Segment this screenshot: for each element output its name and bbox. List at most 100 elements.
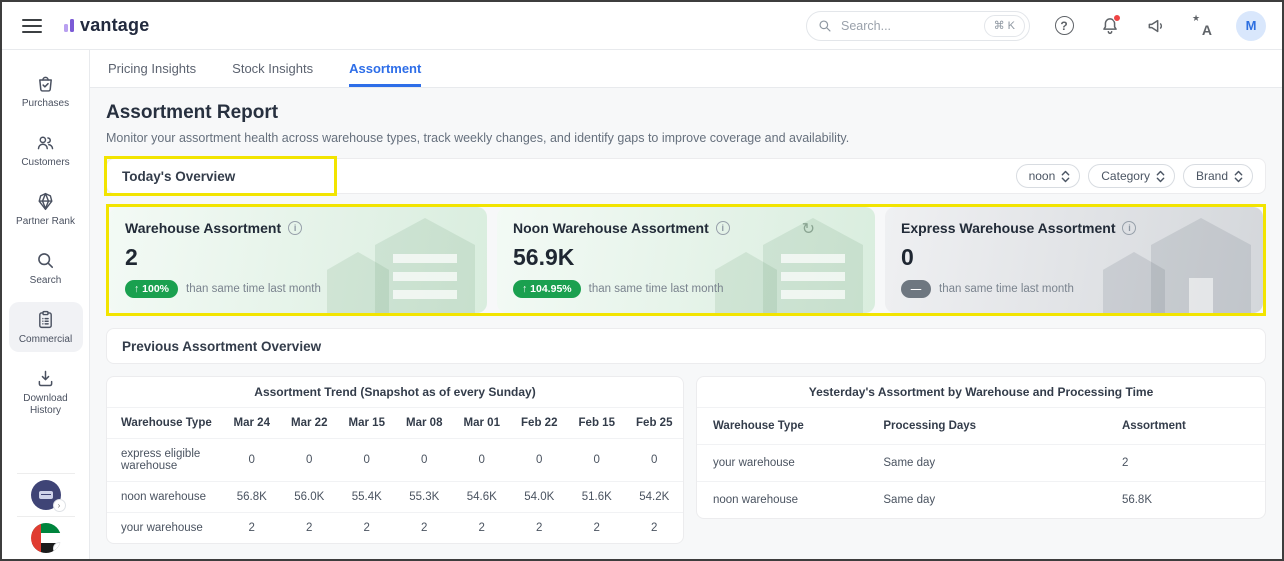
change-badge: ↑ 104.95% [513, 280, 581, 298]
table-header-cell: Assortment [1106, 408, 1265, 445]
table-row: your warehouse Same day 2 [697, 445, 1265, 482]
table-cell: 54.0K [511, 482, 569, 513]
annotation-box-overview-cards: Warehouse Assortment i 2 ↑ 100% than sam… [106, 204, 1266, 316]
previous-overview-bar: Previous Assortment Overview [106, 328, 1266, 364]
table-cell: 56.8K [1106, 482, 1265, 519]
table-cell: 0 [223, 439, 281, 482]
compare-text: than same time last month [186, 283, 321, 295]
user-avatar[interactable]: M [1236, 11, 1266, 41]
info-icon[interactable]: i [1122, 221, 1136, 235]
table-cell: 0 [626, 439, 684, 482]
customers-people-icon [35, 132, 56, 153]
filter-noon-select[interactable]: noon [1016, 164, 1081, 188]
table-header-cell: Mar 08 [396, 408, 454, 439]
table-cell: 54.2K [626, 482, 684, 513]
table-cell: 2 [223, 513, 281, 544]
overview-filters: noon Category Brand [1016, 164, 1253, 188]
sidebar-item-label: Search [30, 275, 62, 287]
search-nav-icon [35, 250, 56, 271]
table-cell: 2 [453, 513, 511, 544]
page-description: Monitor your assortment health across wa… [106, 131, 1266, 145]
sidebar-item-label: Partner Rank [16, 216, 75, 228]
keyboard-shortcut-badge: ⌘ K [984, 15, 1025, 37]
table-header-row: Warehouse Type Mar 24 Mar 22 Mar 15 Mar … [107, 408, 683, 439]
search-icon [818, 19, 832, 33]
sidebar-item-partner-rank[interactable]: Partner Rank [9, 184, 83, 234]
megaphone-icon [1146, 16, 1166, 36]
kpi-card-express-warehouse-assortment: Express Warehouse Assortment i 0 — than … [885, 207, 1263, 313]
table-header-cell: Feb 15 [568, 408, 626, 439]
tab-stock-insights[interactable]: Stock Insights [232, 50, 313, 87]
sidebar-item-purchases[interactable]: Purchases [9, 66, 83, 116]
download-icon [35, 368, 56, 389]
commercial-clipboard-icon [35, 309, 56, 330]
sidebar-item-commercial[interactable]: Commercial [9, 302, 83, 352]
main-area: Pricing Insights Stock Insights Assortme… [90, 50, 1282, 559]
uae-flag-red-band [31, 523, 41, 553]
table-row: express eligible warehouse 0 0 0 0 0 0 0… [107, 439, 683, 482]
table-cell: 54.6K [453, 482, 511, 513]
table-cell: noon warehouse [107, 482, 223, 513]
top-bar: vantage ⌘ K ? ★A M [2, 2, 1282, 50]
tab-pricing-insights[interactable]: Pricing Insights [108, 50, 196, 87]
sidebar-item-download-history[interactable]: Download History [9, 361, 83, 423]
page-title: Assortment Report [106, 102, 1266, 124]
notifications-button[interactable] [1098, 14, 1122, 38]
app-switcher-button[interactable]: › [31, 480, 61, 510]
chevron-right-icon: › [53, 499, 66, 512]
help-button[interactable]: ? [1052, 14, 1076, 38]
partner-rank-gem-icon [35, 191, 56, 212]
assortment-trend-table: Warehouse Type Mar 24 Mar 22 Mar 15 Mar … [107, 408, 683, 543]
todays-overview-title: Today's Overview [119, 169, 235, 184]
table-cell: 2 [568, 513, 626, 544]
table-header-cell: Feb 22 [511, 408, 569, 439]
announcements-button[interactable] [1144, 14, 1168, 38]
sidebar-item-label: Purchases [22, 98, 69, 110]
kpi-card-title: Express Warehouse Assortment [901, 220, 1115, 236]
topbar-actions: ⌘ K ? ★A M [806, 11, 1266, 41]
chevron-up-down-icon [1234, 170, 1243, 183]
filter-label: Brand [1196, 169, 1228, 183]
vantage-logo[interactable]: vantage [64, 15, 149, 36]
country-selector-button[interactable]: › [31, 523, 61, 553]
hamburger-menu-icon[interactable] [22, 19, 42, 33]
table-cell: 51.6K [568, 482, 626, 513]
table-cell: 2 [511, 513, 569, 544]
kpi-card-noon-warehouse-assortment: Noon Warehouse Assortment i 56.9K ↑ 104.… [497, 207, 875, 313]
filter-category-select[interactable]: Category [1088, 164, 1175, 188]
filter-brand-select[interactable]: Brand [1183, 164, 1253, 188]
logo-text: vantage [80, 15, 149, 36]
tab-assortment[interactable]: Assortment [349, 50, 421, 87]
info-icon[interactable]: i [288, 221, 302, 235]
previous-overview-title: Previous Assortment Overview [119, 339, 321, 354]
chevron-right-icon: › [53, 542, 61, 553]
kpi-value: 0 [901, 244, 1247, 271]
yesterday-assortment-table: Warehouse Type Processing Days Assortmen… [697, 408, 1265, 518]
purchases-bag-icon [35, 73, 56, 94]
search-input[interactable] [839, 18, 977, 34]
table-cell: 56.0K [281, 482, 339, 513]
sidebar-item-label: Download History [11, 393, 81, 417]
tabs-bar: Pricing Insights Stock Insights Assortme… [90, 50, 1282, 88]
notification-dot [1113, 14, 1121, 22]
table-cell: express eligible warehouse [107, 439, 223, 482]
trend-table-title: Assortment Trend (Snapshot as of every S… [107, 377, 683, 408]
chevron-up-down-icon [1061, 170, 1070, 183]
table-cell: noon warehouse [697, 482, 867, 519]
table-header-cell: Processing Days [867, 408, 1106, 445]
table-cell: 56.8K [223, 482, 281, 513]
global-search[interactable]: ⌘ K [806, 11, 1030, 41]
table-header-cell: Feb 25 [626, 408, 684, 439]
sidebar-item-customers[interactable]: Customers [9, 125, 83, 175]
change-badge: ↑ 100% [125, 280, 178, 298]
chevron-up-down-icon [1156, 170, 1165, 183]
table-cell: 0 [396, 439, 454, 482]
info-icon[interactable]: i [716, 221, 730, 235]
language-button[interactable]: ★A [1190, 14, 1214, 38]
change-badge: — [901, 280, 931, 298]
table-cell: 2 [338, 513, 396, 544]
translate-icon: ★A [1192, 16, 1212, 36]
table-cell: 0 [511, 439, 569, 482]
sidebar-item-search[interactable]: Search [9, 243, 83, 293]
table-header-cell: Warehouse Type [107, 408, 223, 439]
